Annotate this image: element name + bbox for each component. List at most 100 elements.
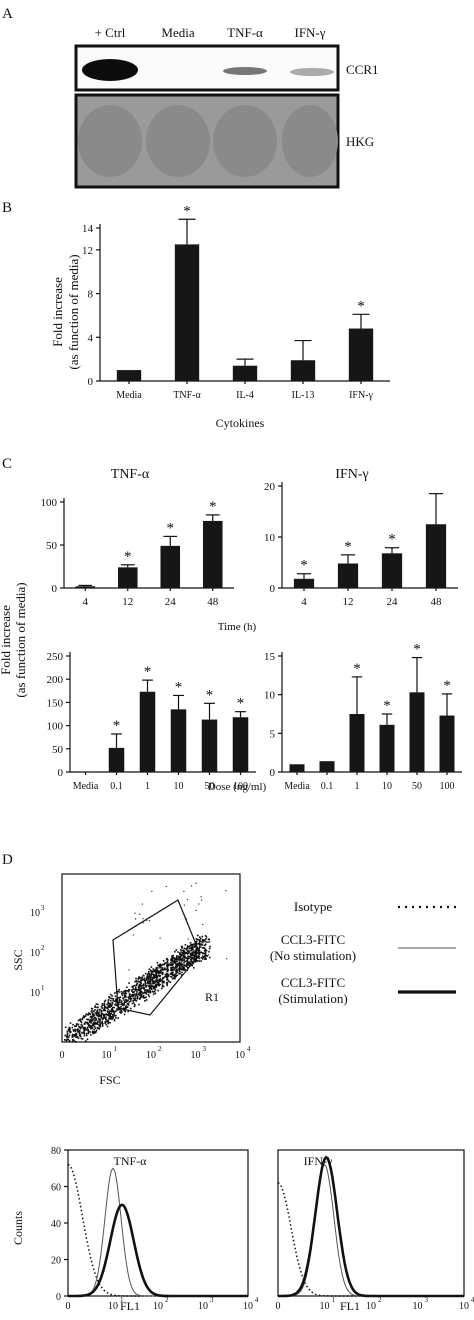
scatter-x-tick-exp: 4: [247, 1045, 251, 1053]
scatter-y-tick-exp: 2: [41, 944, 45, 952]
hist-xlabel-left: FL1: [120, 1299, 140, 1313]
x-tick-label: TNF-α: [173, 390, 201, 401]
hist-x-tick-label: 10: [243, 1301, 253, 1312]
hist-y-tick-label: 60: [51, 1183, 61, 1194]
bar: [381, 553, 403, 588]
hist-y-tick-label: 80: [51, 1146, 61, 1157]
y-tick-label: 0: [270, 583, 276, 595]
scatter-point: [225, 890, 227, 892]
y-tick-label: 0: [58, 767, 64, 779]
significance-star: *: [237, 696, 245, 712]
scatter-point: [195, 882, 197, 884]
y-tick-label: 12: [82, 245, 93, 257]
hist-x-tick-label: 10: [198, 1301, 208, 1312]
scatter-y-tick-label: 10: [30, 908, 40, 919]
x-tick-label: Media: [116, 390, 142, 401]
x-tick-label: 24: [165, 596, 177, 608]
hist-x-tick-exp: 1: [332, 1296, 336, 1304]
scatter-cloud: [64, 882, 228, 1043]
bar: [293, 578, 315, 588]
hist-title-tnf: TNF-α: [114, 1154, 148, 1168]
scatter-point: [165, 885, 167, 888]
x-tick-label: 50: [205, 781, 215, 792]
hist-y-tick-label: 20: [51, 1256, 61, 1267]
significance-star: *: [383, 698, 391, 714]
bar: [289, 764, 305, 772]
scatter-point: [195, 909, 197, 912]
x-tick-label: 50: [412, 781, 422, 792]
scatter-point: [159, 937, 161, 939]
bar: [108, 747, 125, 772]
scatter-y-tick-label: 10: [30, 988, 40, 999]
scatter-x-tick-exp: 3: [203, 1045, 207, 1053]
scatter-point: [142, 922, 144, 924]
hist-x-tick-label: 10: [413, 1301, 423, 1312]
y-tick-label: 250: [47, 651, 64, 663]
bar: [117, 567, 138, 588]
chart-c-time-tnf: 0 50 100 4 * 12 * 24 * 48: [41, 497, 234, 608]
bar: [202, 520, 223, 588]
x-tick-label: 10: [174, 781, 184, 792]
hist-frame-tnf: [67, 1149, 249, 1297]
scatter-point: [146, 919, 148, 922]
y-tick-label: 5: [270, 728, 276, 740]
y-tick-label: 100: [41, 497, 58, 509]
chart-c-dose-tnf: 0 50 100 150 200 250 Media * 0.1 * 1 * 10 * 50 * 100: [47, 651, 256, 792]
scatter-frame: [61, 873, 241, 1043]
significance-star: *: [353, 661, 361, 677]
scatter-point: [128, 969, 130, 971]
legend: Isotype CCL3-FITC (No stimulation) CCL3-…: [270, 899, 456, 1006]
scatter-point: [132, 934, 135, 936]
hkg-band-1: [78, 105, 142, 177]
hist-x-tick-label: 10: [459, 1301, 469, 1312]
scatter-point: [186, 898, 189, 901]
bar: [349, 714, 365, 772]
significance-star: *: [175, 679, 183, 695]
bar: [425, 524, 447, 588]
scatter-x-tick-exp: 1: [114, 1045, 118, 1053]
x-tick-label: 100: [233, 781, 248, 792]
y-tick-label: 20: [264, 481, 276, 493]
bar: [439, 715, 455, 772]
y-tick-label: 10: [264, 690, 276, 702]
y-tick-label: 10: [264, 532, 276, 544]
x-tick-label: 24: [387, 596, 399, 608]
bar: [290, 360, 316, 381]
bar: [75, 586, 96, 588]
bar: [201, 719, 218, 772]
y-tick-label: 0: [52, 583, 58, 595]
y-tick-label: 100: [47, 721, 64, 733]
y-tick-label: 50: [46, 540, 58, 552]
c-title-tnf: TNF-α: [111, 467, 150, 482]
hkg-band-4: [282, 105, 338, 177]
scatter-point: [134, 912, 136, 914]
y-tick-label: 0: [88, 376, 94, 388]
bar: [337, 563, 359, 588]
hist-y-tick-label: 0: [56, 1292, 61, 1303]
scatter-x-tick-label: 0: [60, 1050, 65, 1061]
b-ylabel-1: Fold increase: [50, 277, 65, 347]
b-xlabel: Cytokines: [216, 416, 265, 430]
significance-star: *: [209, 499, 217, 515]
bar: [170, 709, 187, 772]
hist-x-tick-exp: 2: [165, 1296, 169, 1304]
lane-label-tnf: TNF-α: [227, 25, 263, 40]
significance-star: *: [357, 298, 365, 314]
x-tick-label: 10: [382, 781, 392, 792]
hist-x-tick-label: 10: [366, 1301, 376, 1312]
bar: [232, 717, 249, 772]
scatter-point: [197, 949, 199, 952]
y-tick-label: 0: [270, 767, 276, 779]
scatter-point: [134, 918, 137, 920]
scatter-point: [183, 904, 185, 906]
hkg-band-3: [213, 105, 277, 177]
significance-star: *: [388, 532, 396, 548]
significance-star: *: [443, 678, 451, 694]
x-tick-label: 1: [145, 781, 150, 792]
scatter-point: [200, 899, 203, 901]
legend-isotype: Isotype: [294, 899, 333, 914]
scatter-point: [207, 954, 210, 956]
scatter-x-tick-label: 10: [235, 1050, 245, 1061]
x-tick-label: 0.1: [321, 781, 334, 792]
